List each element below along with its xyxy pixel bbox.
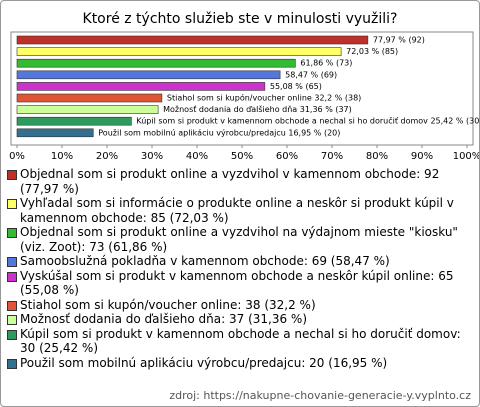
legend-item: Vyskúšal som si produkt v kamennom obcho… xyxy=(7,269,469,298)
legend-item: Kúpil som si produkt v kamennom obchode … xyxy=(7,327,469,356)
x-tick-label: 20% xyxy=(96,151,118,162)
data-label: Stiahol som si kupón/voucher online 32,2… xyxy=(167,93,361,103)
bar xyxy=(16,58,296,68)
legend-item: Objednal som si produkt online a vyzdvih… xyxy=(7,225,469,254)
legend-item: Vyhľadal som si informácie o produkte on… xyxy=(7,196,469,225)
data-label: Možnosť dodania do ďalšieho dňa 31,36 % … xyxy=(163,104,352,114)
legend-swatch xyxy=(7,358,17,369)
x-tick-label: 70% xyxy=(321,151,343,162)
chart: Ktoré z týchto služieb ste v minulosti v… xyxy=(9,11,479,162)
x-tick-label: 10% xyxy=(51,151,73,162)
source: zdroj: https://nakupne-chovanie-generaci… xyxy=(169,389,471,402)
legend-label: Objednal som si produkt online a vyzdvih… xyxy=(20,225,458,254)
chart-title: Ktoré z týchto služieb ste v minulosti v… xyxy=(83,11,398,27)
legend-label: Vyskúšal som si produkt v kamennom obcho… xyxy=(20,268,454,298)
legend: Objednal som si produkt online a vyzdvih… xyxy=(7,167,469,370)
legend-swatch xyxy=(7,170,17,180)
data-label: 72,03 % (85) xyxy=(346,47,398,56)
legend-swatch xyxy=(7,257,17,267)
data-label: 61,86 % (73) xyxy=(300,59,352,68)
data-label: 58,47 % (69) xyxy=(285,70,337,79)
legend-item: Stiahol som si kupón/voucher online: 38 … xyxy=(7,298,469,313)
legend-label: Vyhľadal som si informácie o produkte on… xyxy=(20,196,454,225)
legend-label: Samoobslužná pokladňa v kamennom obchode… xyxy=(20,254,390,268)
bar xyxy=(16,47,342,56)
legend-item: Objednal som si produkt online a vyzdvih… xyxy=(7,167,469,196)
x-tick-label: 60% xyxy=(276,151,298,162)
bar xyxy=(16,35,369,45)
bar xyxy=(16,93,163,103)
bar xyxy=(16,116,132,126)
legend-label: Objednal som si produkt online a vyzdvih… xyxy=(20,167,440,196)
data-label: Použil som mobilnú aplikáciu výrobcu/pre… xyxy=(98,128,340,137)
legend-swatch xyxy=(7,271,17,282)
legend-label: Kúpil som si produkt v kamennom obchode … xyxy=(20,326,461,356)
x-tick-label: 90% xyxy=(411,151,433,162)
x-tick-label: 50% xyxy=(231,151,253,162)
data-label: 55,08 % (65) xyxy=(270,82,322,91)
legend-swatch xyxy=(7,315,17,325)
legend-swatch xyxy=(7,300,17,311)
x-tick-label: 40% xyxy=(186,151,208,162)
bar xyxy=(16,82,266,91)
legend-item: Možnosť dodania do ďalšieho dňa: 37 (31,… xyxy=(7,312,469,327)
legend-item: Použil som mobilnú aplikáciu výrobcu/pre… xyxy=(7,356,469,371)
legend-item: Samoobslužná pokladňa v kamennom obchode… xyxy=(7,254,469,269)
bar xyxy=(16,105,159,114)
x-tick-label: 80% xyxy=(366,151,388,162)
data-label: Kúpil som si produkt v kamennom obchode … xyxy=(136,116,479,126)
x-tick-label: 30% xyxy=(141,151,163,162)
legend-swatch xyxy=(7,329,17,340)
x-tick-label: 0% xyxy=(9,151,25,162)
bar xyxy=(16,70,281,80)
legend-label: Možnosť dodania do ďalšieho dňa: 37 (31,… xyxy=(20,312,308,326)
x-tick-label: 100% xyxy=(453,151,479,162)
legend-label: Stiahol som si kupón/voucher online: 38 … xyxy=(20,297,316,312)
legend-swatch xyxy=(7,228,17,238)
data-label: 77,97 % (92) xyxy=(373,36,425,45)
legend-swatch xyxy=(7,199,17,209)
bar xyxy=(16,128,94,138)
legend-label: Použil som mobilnú aplikáciu výrobcu/pre… xyxy=(20,355,388,370)
